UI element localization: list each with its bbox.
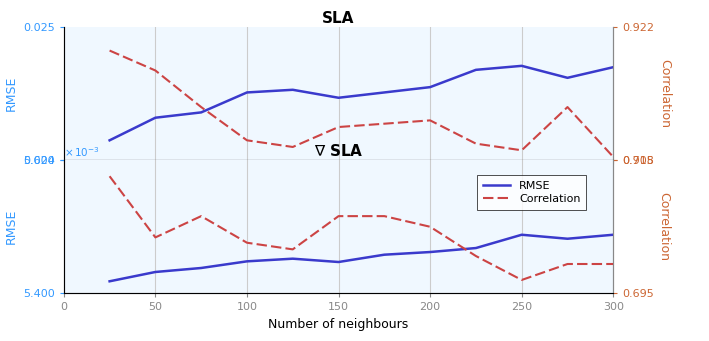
Y-axis label: RMSE: RMSE — [4, 209, 18, 244]
Y-axis label: RMSE: RMSE — [4, 76, 17, 112]
Y-axis label: Correlation: Correlation — [658, 192, 671, 261]
Text: $\times\,10^{-3}$: $\times\,10^{-3}$ — [64, 145, 100, 159]
Y-axis label: Correlation: Correlation — [658, 59, 671, 128]
Title: SLA: SLA — [323, 11, 354, 26]
Title: $\nabla$ $\mathbf{SLA}$: $\nabla$ $\mathbf{SLA}$ — [314, 143, 363, 159]
X-axis label: Number of neighbours: Number of neighbours — [269, 318, 408, 331]
Legend: RMSE, Correlation: RMSE, Correlation — [477, 175, 586, 210]
